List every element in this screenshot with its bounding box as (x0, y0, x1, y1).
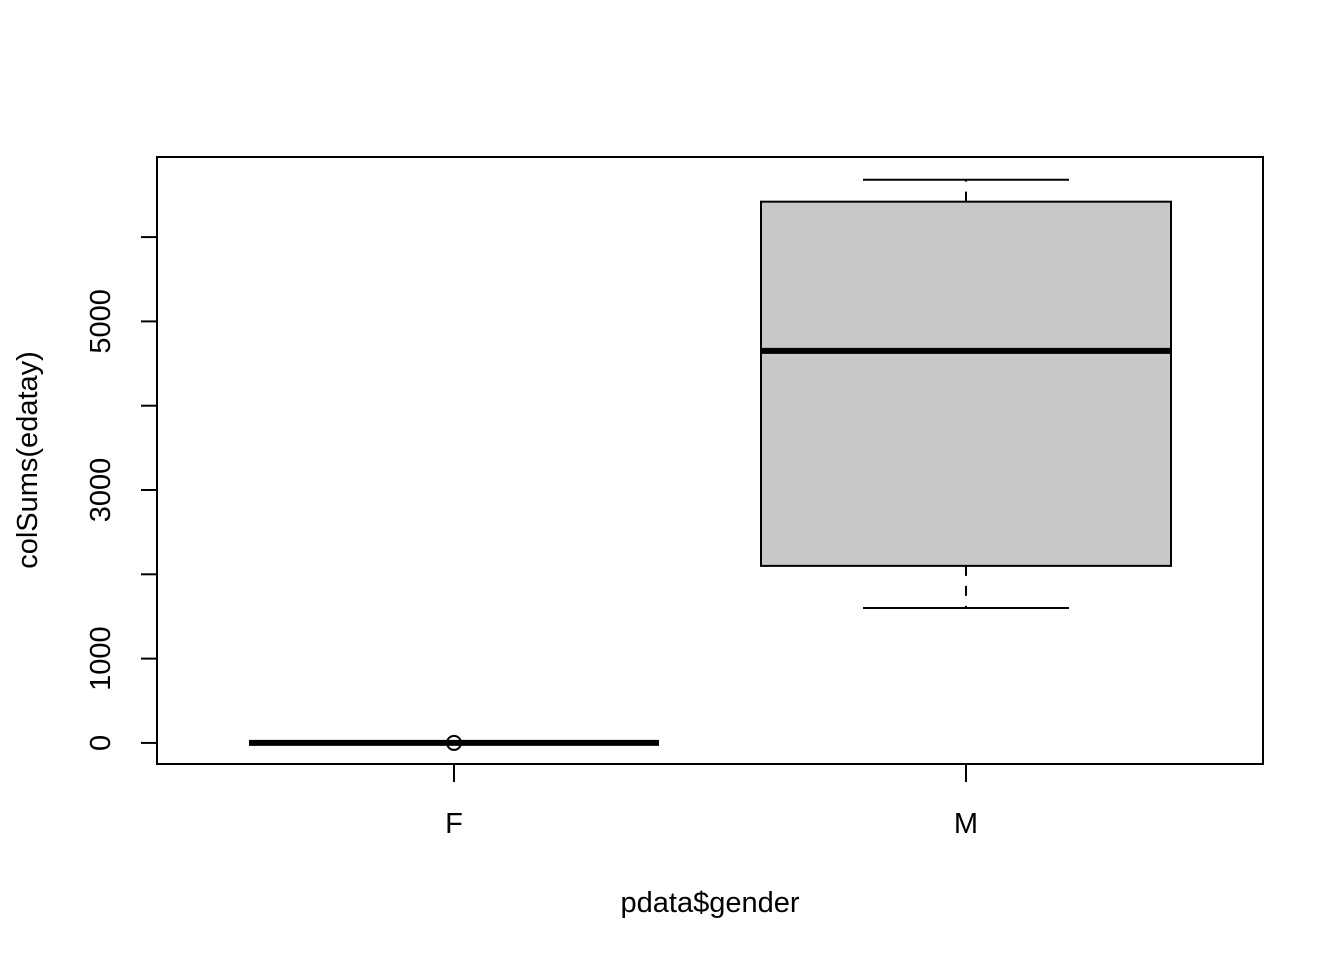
x-tick-label: M (954, 808, 978, 840)
y-tick-label: 1000 (85, 626, 117, 691)
x-tick-label: F (445, 808, 463, 840)
box-group (249, 178, 1172, 751)
y-axis: 0 1000 3000 5000 (85, 236, 157, 751)
box-M (760, 200, 1172, 567)
y-tick-label: 5000 (85, 289, 117, 354)
outlier-point (446, 734, 462, 751)
y-tick-label: 3000 (85, 458, 117, 523)
plot-frame (156, 156, 1264, 765)
x-axis-label: pdata$gender (621, 887, 800, 919)
y-tick-label: 0 (85, 735, 117, 751)
y-axis-label: colSums(edatay) (12, 351, 44, 569)
